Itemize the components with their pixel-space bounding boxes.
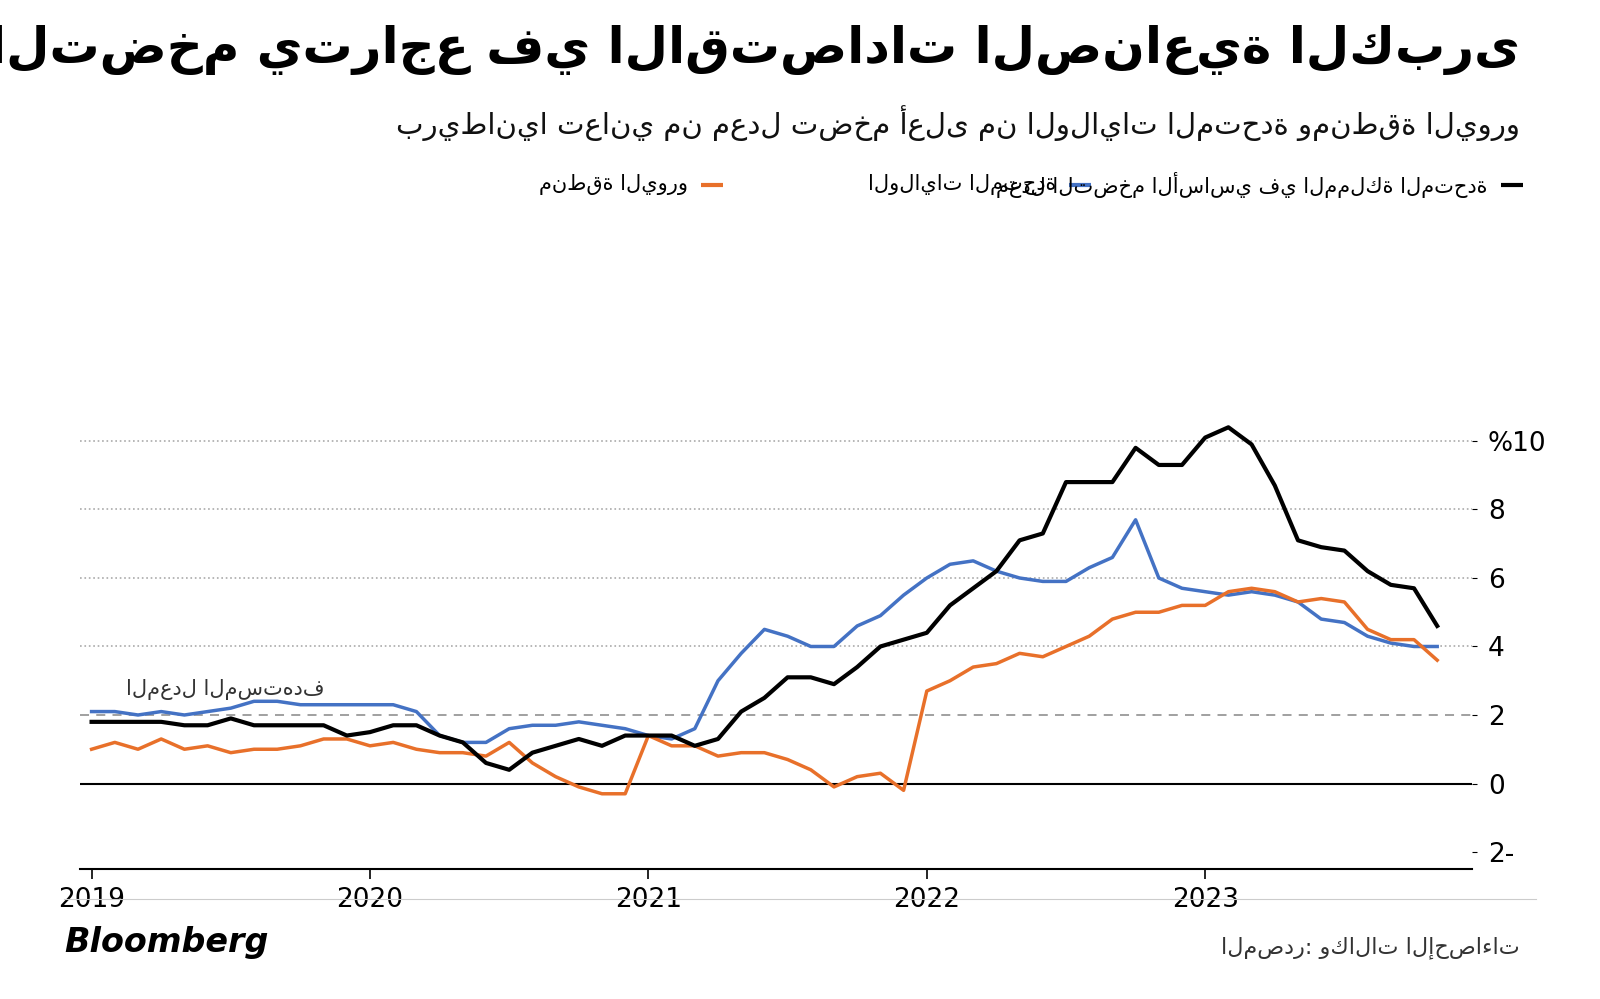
Text: Bloomberg: Bloomberg bbox=[64, 926, 269, 959]
Text: التضخم يتراجع في الاقتصادات الصناعية الكبرى: التضخم يتراجع في الاقتصادات الصناعية الك… bbox=[0, 25, 1520, 75]
Text: الولايات المتحدة: الولايات المتحدة bbox=[867, 174, 1056, 196]
Text: المصدر: وكالات الإحصاءات: المصدر: وكالات الإحصاءات bbox=[1221, 936, 1520, 959]
Text: منطقة اليورو: منطقة اليورو bbox=[539, 174, 688, 196]
Text: بريطانيا تعاني من معدل تضخم أعلى من الولايات المتحدة ومنطقة اليورو: بريطانيا تعاني من معدل تضخم أعلى من الول… bbox=[397, 105, 1520, 141]
Text: المعدل المستهدف: المعدل المستهدف bbox=[126, 678, 325, 699]
Text: معدل التضخم الأساسي في المملكة المتحدة: معدل التضخم الأساسي في المملكة المتحدة bbox=[997, 172, 1488, 198]
